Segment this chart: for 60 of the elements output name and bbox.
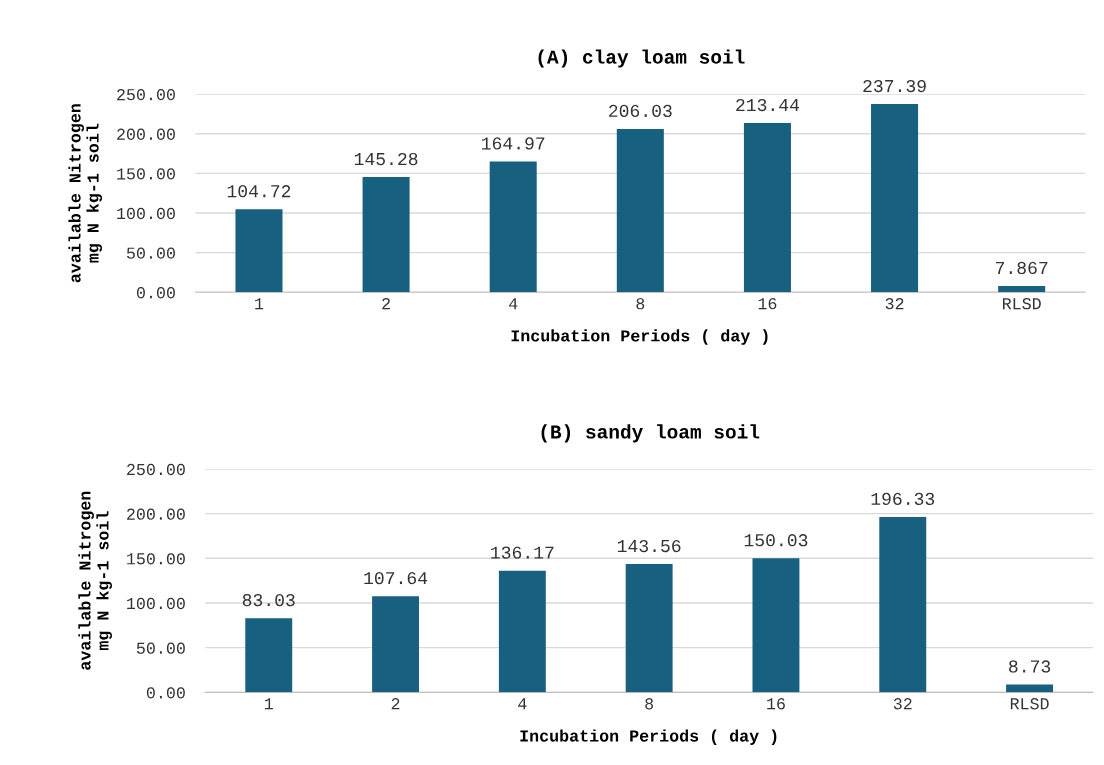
x-tick-label: 1 [255,298,264,310]
y-tick-label: 150.00 [127,553,185,565]
y-tick-label: 100.00 [127,597,185,610]
bar [489,161,537,293]
data-label: 107.64 [364,571,428,585]
data-label: 164.97 [482,137,545,150]
x-tick-label: 2 [382,298,390,310]
y-tick-label: 200.00 [117,128,175,140]
bar [498,570,546,693]
data-label: 150.03 [744,534,808,547]
bar [752,558,800,693]
data-label: 143.56 [617,539,681,553]
y-tick-label: 200.00 [127,508,185,520]
bar [1006,684,1054,693]
x-tick-label: 4 [518,698,527,710]
bar [362,177,410,293]
y-tick-label: 100.00 [117,207,175,220]
x-tick-label: 1 [264,698,273,710]
y-axis-title: available Nitrogen mg N kg-1 soil [68,104,103,283]
data-label: 8.73 [1009,660,1051,673]
y-tick-label: 250.00 [117,88,175,101]
bar [616,128,664,293]
bar [998,286,1046,293]
y-tick-label: 250.00 [127,463,185,476]
data-label: 206.03 [609,104,672,118]
x-tick-label: 32 [893,698,912,710]
data-label: 83.03 [242,593,295,607]
y-tick-label: 0.00 [146,687,185,699]
data-label: 213.44 [736,98,800,112]
x-tick-label: 16 [767,698,785,710]
bar [743,123,791,293]
x-tick-label: 2 [391,698,400,710]
y-tick-label: 50.00 [136,642,185,654]
x-axis-title: Incubation Periods ( day ) [520,729,777,745]
bar [879,516,927,693]
y-tick-label: 150.00 [117,168,175,180]
data-label: 196.33 [871,492,935,505]
x-axis-title: Incubation Periods ( day ) [511,329,768,345]
data-label: 136.17 [491,546,554,559]
data-label: 104.72 [227,185,291,198]
y-tick-label: 50.00 [126,247,175,259]
chart-title: (A) clay loam soil [538,49,745,68]
chart-title: (B) sandy loam soil [541,424,760,443]
bar [625,564,673,693]
data-label: 7.867 [995,261,1048,275]
bar [235,209,283,293]
bar [871,104,919,293]
data-label: 237.39 [863,79,926,93]
x-tick-label: RLSD [1010,698,1049,710]
y-axis-title: available Nitrogen mg N kg-1 soil [78,491,112,670]
x-tick-label: 16 [758,298,777,310]
x-tick-label: 8 [645,698,654,710]
bar [245,618,293,693]
x-tick-label: 8 [636,298,645,310]
x-tick-label: 32 [885,298,904,310]
x-tick-label: 4 [509,298,518,310]
x-tick-label: RLSD [1002,298,1041,310]
bar [372,596,420,693]
data-label: 145.28 [354,152,418,166]
y-tick-label: 0.00 [136,287,175,299]
